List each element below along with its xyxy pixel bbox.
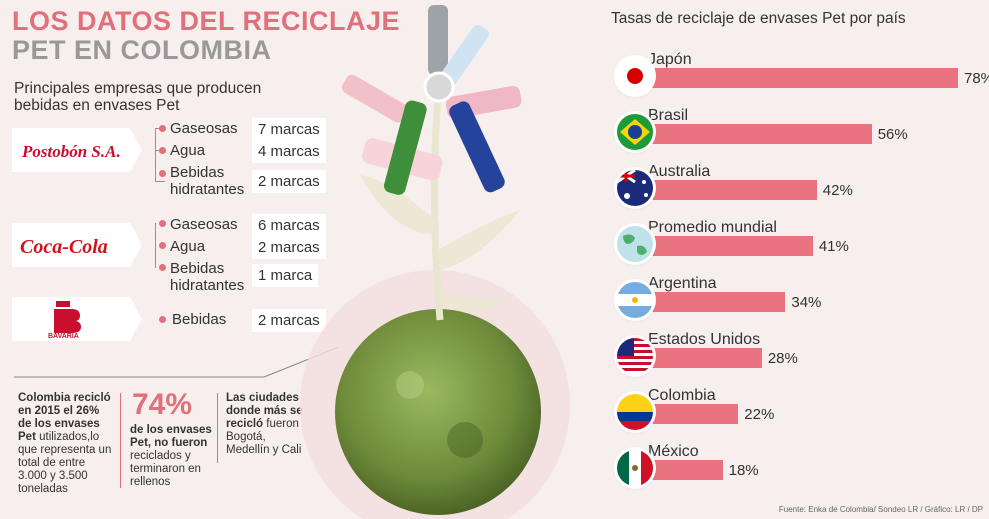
row-label: Bebidas hidratantes — [170, 164, 245, 198]
bar-japan — [652, 68, 958, 88]
note-cities: Las ciudades donde más se recicló fueron… — [226, 392, 306, 457]
category-label: Argentina — [648, 275, 717, 292]
category-label: Promedio mundial — [648, 219, 777, 236]
bottle-pink — [341, 74, 409, 123]
bottle-gray — [428, 5, 448, 75]
row-count: 2 marcas — [252, 170, 326, 193]
note-not-recycled-rest: reciclados y terminaron en rellenos — [130, 450, 201, 488]
value-label: 34% — [791, 294, 822, 311]
companies-subtitle: Principales empresas que producen bebida… — [14, 80, 262, 114]
bullet-dot — [159, 170, 166, 177]
row-label: Gaseosas — [170, 120, 238, 137]
category-label: Brasil — [648, 107, 689, 124]
usa-flag-icon — [617, 338, 653, 374]
row-count: 7 marcas — [252, 118, 326, 141]
category-label: Estados Unidos — [648, 331, 761, 348]
row-label: Bebidas hidratantes — [170, 260, 245, 294]
postobon-logo-text: Postobón S.A. — [21, 142, 121, 161]
bracket-cocacola — [155, 223, 156, 268]
value-label: 78% — [964, 70, 989, 87]
bar-australia — [652, 180, 817, 200]
bar-usa — [652, 348, 762, 368]
bracket-postobon — [155, 128, 156, 181]
title-line-2: PET EN COLOMBIA — [12, 35, 272, 65]
colombia-flag-icon — [617, 394, 653, 430]
argentina-flag-icon — [617, 282, 653, 318]
note-recycled-bold: Colombia recicló en 2015 el 26% de los e… — [18, 392, 111, 443]
row-count: 2 marcas — [252, 309, 326, 332]
row-count: 2 marcas — [252, 236, 326, 259]
category-label: México — [648, 443, 699, 460]
note-recycled: Colombia recicló en 2015 el 26% de los e… — [18, 392, 114, 496]
value-label: 18% — [728, 462, 759, 479]
bar-mexico — [652, 460, 723, 480]
row-count: 6 marcas — [252, 214, 326, 237]
note-cities-bold: Las ciudades donde más se recicló — [226, 392, 303, 430]
row-count: 1 marca — [252, 264, 319, 287]
world-flag-icon — [617, 226, 653, 262]
bullet-dot — [159, 242, 166, 249]
brazil-flag-icon — [617, 114, 653, 150]
value-label: 42% — [822, 182, 853, 199]
category-label: Australia — [648, 163, 711, 180]
australia-flag-icon — [617, 170, 653, 206]
bullet-dot — [159, 220, 166, 227]
chart-title: Tasas de reciclaje de envases Pet por pa… — [611, 10, 906, 27]
note-not-recycled-bold: de los envases Pet, no fueron — [130, 424, 212, 449]
bavaria-logo: BAVARIA — [12, 297, 142, 341]
bottle-flower-illustration — [300, 5, 570, 519]
note-divider — [217, 393, 218, 463]
bar-brazil — [652, 124, 872, 144]
bottle-green — [383, 100, 427, 195]
cocacola-logo: Coca-Cola — [12, 223, 142, 267]
cocacola-logo-text: Coca-Cola — [20, 236, 108, 258]
title-line-1: LOS DATOS DEL RECICLAJE — [12, 6, 401, 36]
value-label: 41% — [818, 238, 849, 255]
japan-flag-icon — [617, 58, 653, 94]
bar-colombia — [652, 404, 739, 424]
bracket-tick — [155, 181, 165, 182]
bavaria-logo-text: BAVARIA — [48, 333, 79, 340]
big-percentage: 74% — [132, 388, 193, 421]
row-label: Agua — [170, 142, 206, 159]
bullet-dot — [159, 264, 166, 271]
divider-line — [14, 346, 340, 378]
note-recycled-rest: utilizados,lo que representa un total de… — [18, 431, 112, 495]
postobon-logo: Postobón S.A. — [12, 128, 142, 172]
row-label: Gaseosas — [170, 216, 238, 233]
bottle-clear — [439, 25, 489, 87]
value-label: 28% — [767, 350, 798, 367]
bullet-dot — [159, 316, 166, 323]
row-label: Bebidas — [172, 311, 227, 328]
bullet-dot — [159, 147, 166, 154]
value-label: 22% — [744, 406, 775, 423]
bar-world — [652, 236, 813, 256]
row-count: 4 marcas — [252, 140, 326, 163]
bottle-blue — [449, 101, 505, 193]
source-credit: Fuente: Enka de Colombia/ Sondeo LR / Gr… — [778, 505, 983, 514]
row-label: Agua — [170, 238, 206, 255]
note-divider — [120, 393, 121, 488]
note-not-recycled: de los envases Pet, no fueron reciclados… — [130, 424, 218, 489]
bullet-dot — [159, 125, 166, 132]
note-cities-rest: fueron Bogotá, Medellín y Cali — [226, 418, 302, 456]
bar-argentina — [652, 292, 786, 312]
category-label: Japón — [648, 51, 692, 68]
category-label: Colombia — [648, 387, 716, 404]
value-label: 56% — [877, 126, 908, 143]
mexico-flag-icon — [617, 450, 653, 486]
